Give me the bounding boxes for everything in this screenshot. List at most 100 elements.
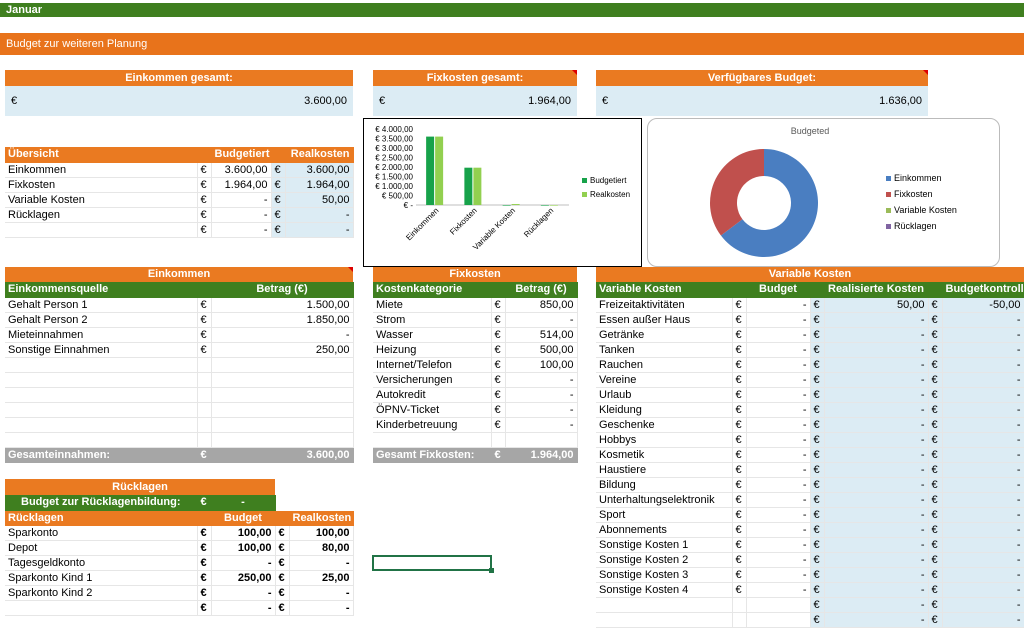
- variable-row-real[interactable]: -: [824, 447, 929, 463]
- variable-row-budget[interactable]: -: [746, 507, 811, 523]
- reserves-row-label[interactable]: Depot: [5, 540, 198, 556]
- fixed-row-label[interactable]: Autokredit: [373, 387, 492, 403]
- variable-row-budget[interactable]: [746, 597, 811, 613]
- comment-marker[interactable]: [923, 70, 928, 75]
- variable-row-label[interactable]: Urlaub: [596, 387, 733, 403]
- variable-row-real[interactable]: -: [824, 597, 929, 613]
- fixed-row-label[interactable]: Heizung: [373, 342, 492, 358]
- variable-row-budget[interactable]: -: [746, 522, 811, 538]
- variable-row-budget[interactable]: -: [746, 477, 811, 493]
- empty-cell[interactable]: [5, 387, 198, 403]
- variable-row-budget[interactable]: -: [746, 447, 811, 463]
- overview-row-label[interactable]: Variable Kosten: [5, 192, 198, 208]
- variable-row-control[interactable]: -: [942, 342, 1024, 358]
- reserves-row-budget[interactable]: 250,00: [211, 570, 276, 586]
- empty-cell[interactable]: [197, 387, 212, 403]
- variable-row-label[interactable]: Vereine: [596, 372, 733, 388]
- fixed-total-value[interactable]: 1.964,00: [505, 447, 578, 463]
- reserves-row-label[interactable]: Sparkonto Kind 2: [5, 585, 198, 601]
- fixed-row-label[interactable]: Versicherungen: [373, 372, 492, 388]
- empty-cell[interactable]: [211, 417, 354, 433]
- empty-cell[interactable]: [211, 372, 354, 388]
- variable-row-budget[interactable]: -: [746, 492, 811, 508]
- overview-row-real[interactable]: 3.600,00: [285, 162, 354, 178]
- variable-row-control[interactable]: -: [942, 357, 1024, 373]
- empty-cell[interactable]: [211, 402, 354, 418]
- variable-row-control[interactable]: -: [942, 417, 1024, 433]
- variable-row-real[interactable]: -: [824, 417, 929, 433]
- variable-row-control[interactable]: -: [942, 477, 1024, 493]
- overview-row-budget[interactable]: -: [211, 192, 272, 208]
- overview-row-real[interactable]: -: [285, 207, 354, 223]
- reserves-row-budget[interactable]: -: [211, 585, 276, 601]
- variable-row-label[interactable]: Sonstige Kosten 4: [596, 582, 733, 598]
- fixed-row-value[interactable]: 850,00: [505, 297, 578, 313]
- fixed-row-value[interactable]: -: [505, 312, 578, 328]
- variable-row-real[interactable]: 50,00: [824, 297, 929, 313]
- comment-marker[interactable]: [572, 70, 577, 75]
- variable-row-label[interactable]: Kleidung: [596, 402, 733, 418]
- variable-row-real[interactable]: -: [824, 507, 929, 523]
- fixed-row-value[interactable]: -: [505, 372, 578, 388]
- variable-row-control[interactable]: -: [942, 402, 1024, 418]
- variable-row-real[interactable]: -: [824, 567, 929, 583]
- variable-row-label[interactable]: Sonstige Kosten 2: [596, 552, 733, 568]
- reserves-row-real[interactable]: 80,00: [289, 540, 354, 556]
- variable-row-real[interactable]: -: [824, 477, 929, 493]
- empty-cell[interactable]: [5, 357, 198, 373]
- variable-row-real[interactable]: -: [824, 612, 929, 628]
- variable-row-control[interactable]: -: [942, 492, 1024, 508]
- variable-row-budget[interactable]: -: [746, 567, 811, 583]
- reserves-row-label[interactable]: [5, 600, 198, 616]
- variable-row-control[interactable]: -50,00: [942, 297, 1024, 313]
- overview-row-label[interactable]: Rücklagen: [5, 207, 198, 223]
- overview-row-budget[interactable]: -: [211, 207, 272, 223]
- variable-row-label[interactable]: Hobbys: [596, 432, 733, 448]
- available-budget-value[interactable]: 1.636,00: [879, 95, 922, 107]
- empty-cell[interactable]: [197, 402, 212, 418]
- income-row-value[interactable]: -: [211, 327, 354, 343]
- variable-row-real[interactable]: -: [824, 312, 929, 328]
- variable-row-budget[interactable]: -: [746, 552, 811, 568]
- overview-row-budget[interactable]: 3.600,00: [211, 162, 272, 178]
- variable-row-label[interactable]: Abonnements: [596, 522, 733, 538]
- variable-row-real[interactable]: -: [824, 522, 929, 538]
- variable-row-real[interactable]: -: [824, 387, 929, 403]
- reserves-row-label[interactable]: Sparkonto: [5, 525, 198, 541]
- variable-row-control[interactable]: -: [942, 582, 1024, 598]
- variable-row-real[interactable]: -: [824, 492, 929, 508]
- variable-row-control[interactable]: -: [942, 507, 1024, 523]
- variable-row-real[interactable]: -: [824, 357, 929, 373]
- empty-cell[interactable]: [5, 432, 198, 448]
- empty-cell[interactable]: [5, 372, 198, 388]
- variable-row-real[interactable]: -: [824, 537, 929, 553]
- variable-row-label[interactable]: Rauchen: [596, 357, 733, 373]
- variable-row-label[interactable]: [596, 597, 733, 613]
- variable-row-control[interactable]: -: [942, 327, 1024, 343]
- variable-row-real[interactable]: -: [824, 432, 929, 448]
- reserves-row-budget[interactable]: 100,00: [211, 540, 276, 556]
- reserves-row-label[interactable]: Sparkonto Kind 1: [5, 570, 198, 586]
- reserves-row-budget[interactable]: 100,00: [211, 525, 276, 541]
- income-row-label[interactable]: Gehalt Person 1: [5, 297, 198, 313]
- variable-row-real[interactable]: -: [824, 372, 929, 388]
- variable-row-label[interactable]: Geschenke: [596, 417, 733, 433]
- variable-row-budget[interactable]: -: [746, 462, 811, 478]
- income-row-label[interactable]: Gehalt Person 2: [5, 312, 198, 328]
- variable-row-budget[interactable]: -: [746, 537, 811, 553]
- overview-row-label[interactable]: [5, 222, 198, 238]
- variable-row-budget[interactable]: -: [746, 342, 811, 358]
- variable-row-real[interactable]: -: [824, 327, 929, 343]
- empty-cell[interactable]: [211, 432, 354, 448]
- reserves-row-budget[interactable]: -: [211, 600, 276, 616]
- variable-row-control[interactable]: -: [942, 387, 1024, 403]
- selected-cell[interactable]: [372, 555, 494, 573]
- fixed-row-value[interactable]: 100,00: [505, 357, 578, 373]
- variable-row-control[interactable]: -: [942, 552, 1024, 568]
- variable-row-real[interactable]: -: [824, 342, 929, 358]
- variable-row-control[interactable]: -: [942, 597, 1024, 613]
- reserves-row-label[interactable]: Tagesgeldkonto: [5, 555, 198, 571]
- bar-chart[interactable]: € 4.000,00 € 3.500,00 € 3.000,00 € 2.500,00…: [363, 118, 642, 267]
- variable-row-budget[interactable]: -: [746, 327, 811, 343]
- variable-row-real[interactable]: -: [824, 582, 929, 598]
